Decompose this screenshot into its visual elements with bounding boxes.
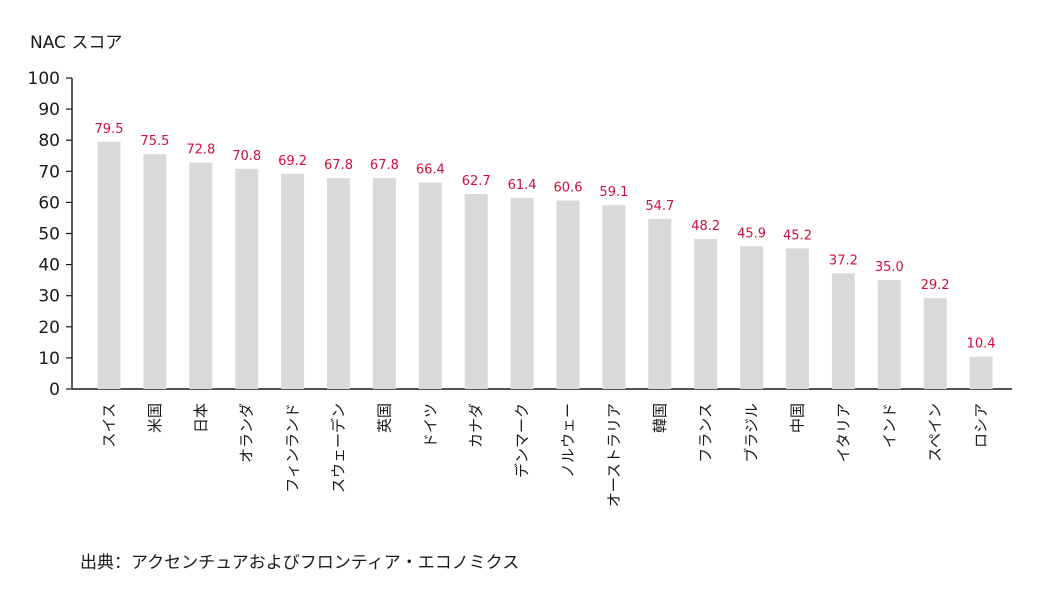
- data-label: 29.2: [921, 278, 950, 293]
- data-label: 69.2: [278, 154, 307, 169]
- bar: [281, 173, 305, 389]
- data-label: 67.8: [324, 158, 353, 173]
- data-label: 45.2: [783, 228, 812, 243]
- bar: [740, 246, 764, 389]
- x-tick-label: フィンランド: [284, 403, 302, 493]
- x-tick-label: フランス: [697, 403, 715, 463]
- bars: [97, 141, 993, 389]
- y-tick-label: 60: [38, 193, 60, 213]
- data-label: 75.5: [140, 134, 169, 149]
- y-tick-label: 90: [38, 100, 60, 120]
- x-tick-label: ロシア: [972, 403, 990, 448]
- data-label: 10.4: [967, 337, 996, 352]
- bar: [143, 154, 167, 389]
- x-tick-label: インド: [880, 403, 898, 448]
- x-tick-label: カナダ: [467, 403, 485, 448]
- x-labels: スイス 米国 日本 オランダ フィンランド スウェーデン 英国 ドイツ カナダ デンマーク ノルウェ…: [100, 403, 990, 507]
- bar: [923, 298, 947, 389]
- bar: [831, 273, 855, 389]
- bar: [372, 178, 396, 389]
- x-tick-label: 韓国: [651, 403, 669, 433]
- source-note: 出典：アクセンチュアおよびフロンティア・エコノミクス: [80, 553, 520, 573]
- y-tick-label: 70: [38, 162, 60, 182]
- x-tick-label: ブラジル: [743, 403, 761, 463]
- data-label: 48.2: [691, 219, 720, 234]
- data-label: 60.6: [554, 181, 583, 196]
- data-label: 37.2: [829, 253, 858, 268]
- data-label: 67.8: [370, 158, 399, 173]
- bar: [189, 162, 213, 389]
- data-labels: 79.5 75.5 72.8 70.8 69.2 67.8 67.8 66.4 62.7 61.4…: [95, 122, 996, 352]
- x-tick-label: ドイツ: [421, 403, 439, 448]
- data-label: 72.8: [186, 143, 215, 158]
- bar: [418, 182, 442, 389]
- y-tick-label: 40: [38, 256, 60, 276]
- y-tick-label: 20: [38, 318, 60, 338]
- data-label: 59.1: [599, 185, 628, 200]
- x-tick-label: 中国: [789, 403, 807, 433]
- x-tick-label: 日本: [192, 403, 210, 433]
- data-label: 45.9: [737, 226, 766, 241]
- bar: [877, 280, 901, 389]
- bar: [786, 248, 809, 389]
- y-tick-label: 50: [38, 225, 60, 245]
- bar: [648, 218, 672, 389]
- y-axis-title: NAC スコア: [30, 33, 122, 53]
- y-tick-label: 30: [38, 287, 60, 307]
- bar: [694, 239, 718, 389]
- bar: [235, 168, 259, 389]
- data-label: 35.0: [875, 260, 904, 275]
- data-label: 79.5: [95, 122, 124, 137]
- bar: [464, 194, 488, 389]
- data-label: 66.4: [416, 162, 445, 177]
- x-tick-label: スイス: [100, 403, 118, 448]
- x-tick-label: オランダ: [238, 403, 256, 463]
- bar: [510, 198, 534, 389]
- bar: [969, 356, 993, 389]
- data-label: 70.8: [232, 149, 261, 164]
- data-label: 62.7: [462, 174, 491, 189]
- y-tick-label: 0: [49, 380, 60, 400]
- x-tick-label: スペイン: [926, 403, 944, 462]
- bar: [97, 141, 121, 389]
- bar: [327, 178, 350, 389]
- x-tick-label: オーストラリア: [605, 403, 623, 507]
- y-ticks: 0 10 20 30 40 50 60 70 80 90 100: [28, 69, 72, 400]
- y-tick-label: 100: [28, 69, 60, 89]
- x-tick-label: デンマーク: [513, 403, 531, 478]
- data-label: 54.7: [645, 199, 674, 214]
- x-tick-label: ノルウェー: [559, 403, 577, 478]
- bar: [556, 200, 580, 389]
- bar: [602, 205, 626, 389]
- x-tick-label: イタリア: [834, 403, 852, 462]
- x-tick-label: スウェーデン: [330, 403, 348, 493]
- y-tick-label: 80: [38, 131, 60, 151]
- x-tick-label: 米国: [146, 403, 164, 433]
- data-label: 61.4: [508, 178, 537, 193]
- x-tick-label: 英国: [375, 403, 393, 433]
- y-tick-label: 10: [38, 349, 60, 369]
